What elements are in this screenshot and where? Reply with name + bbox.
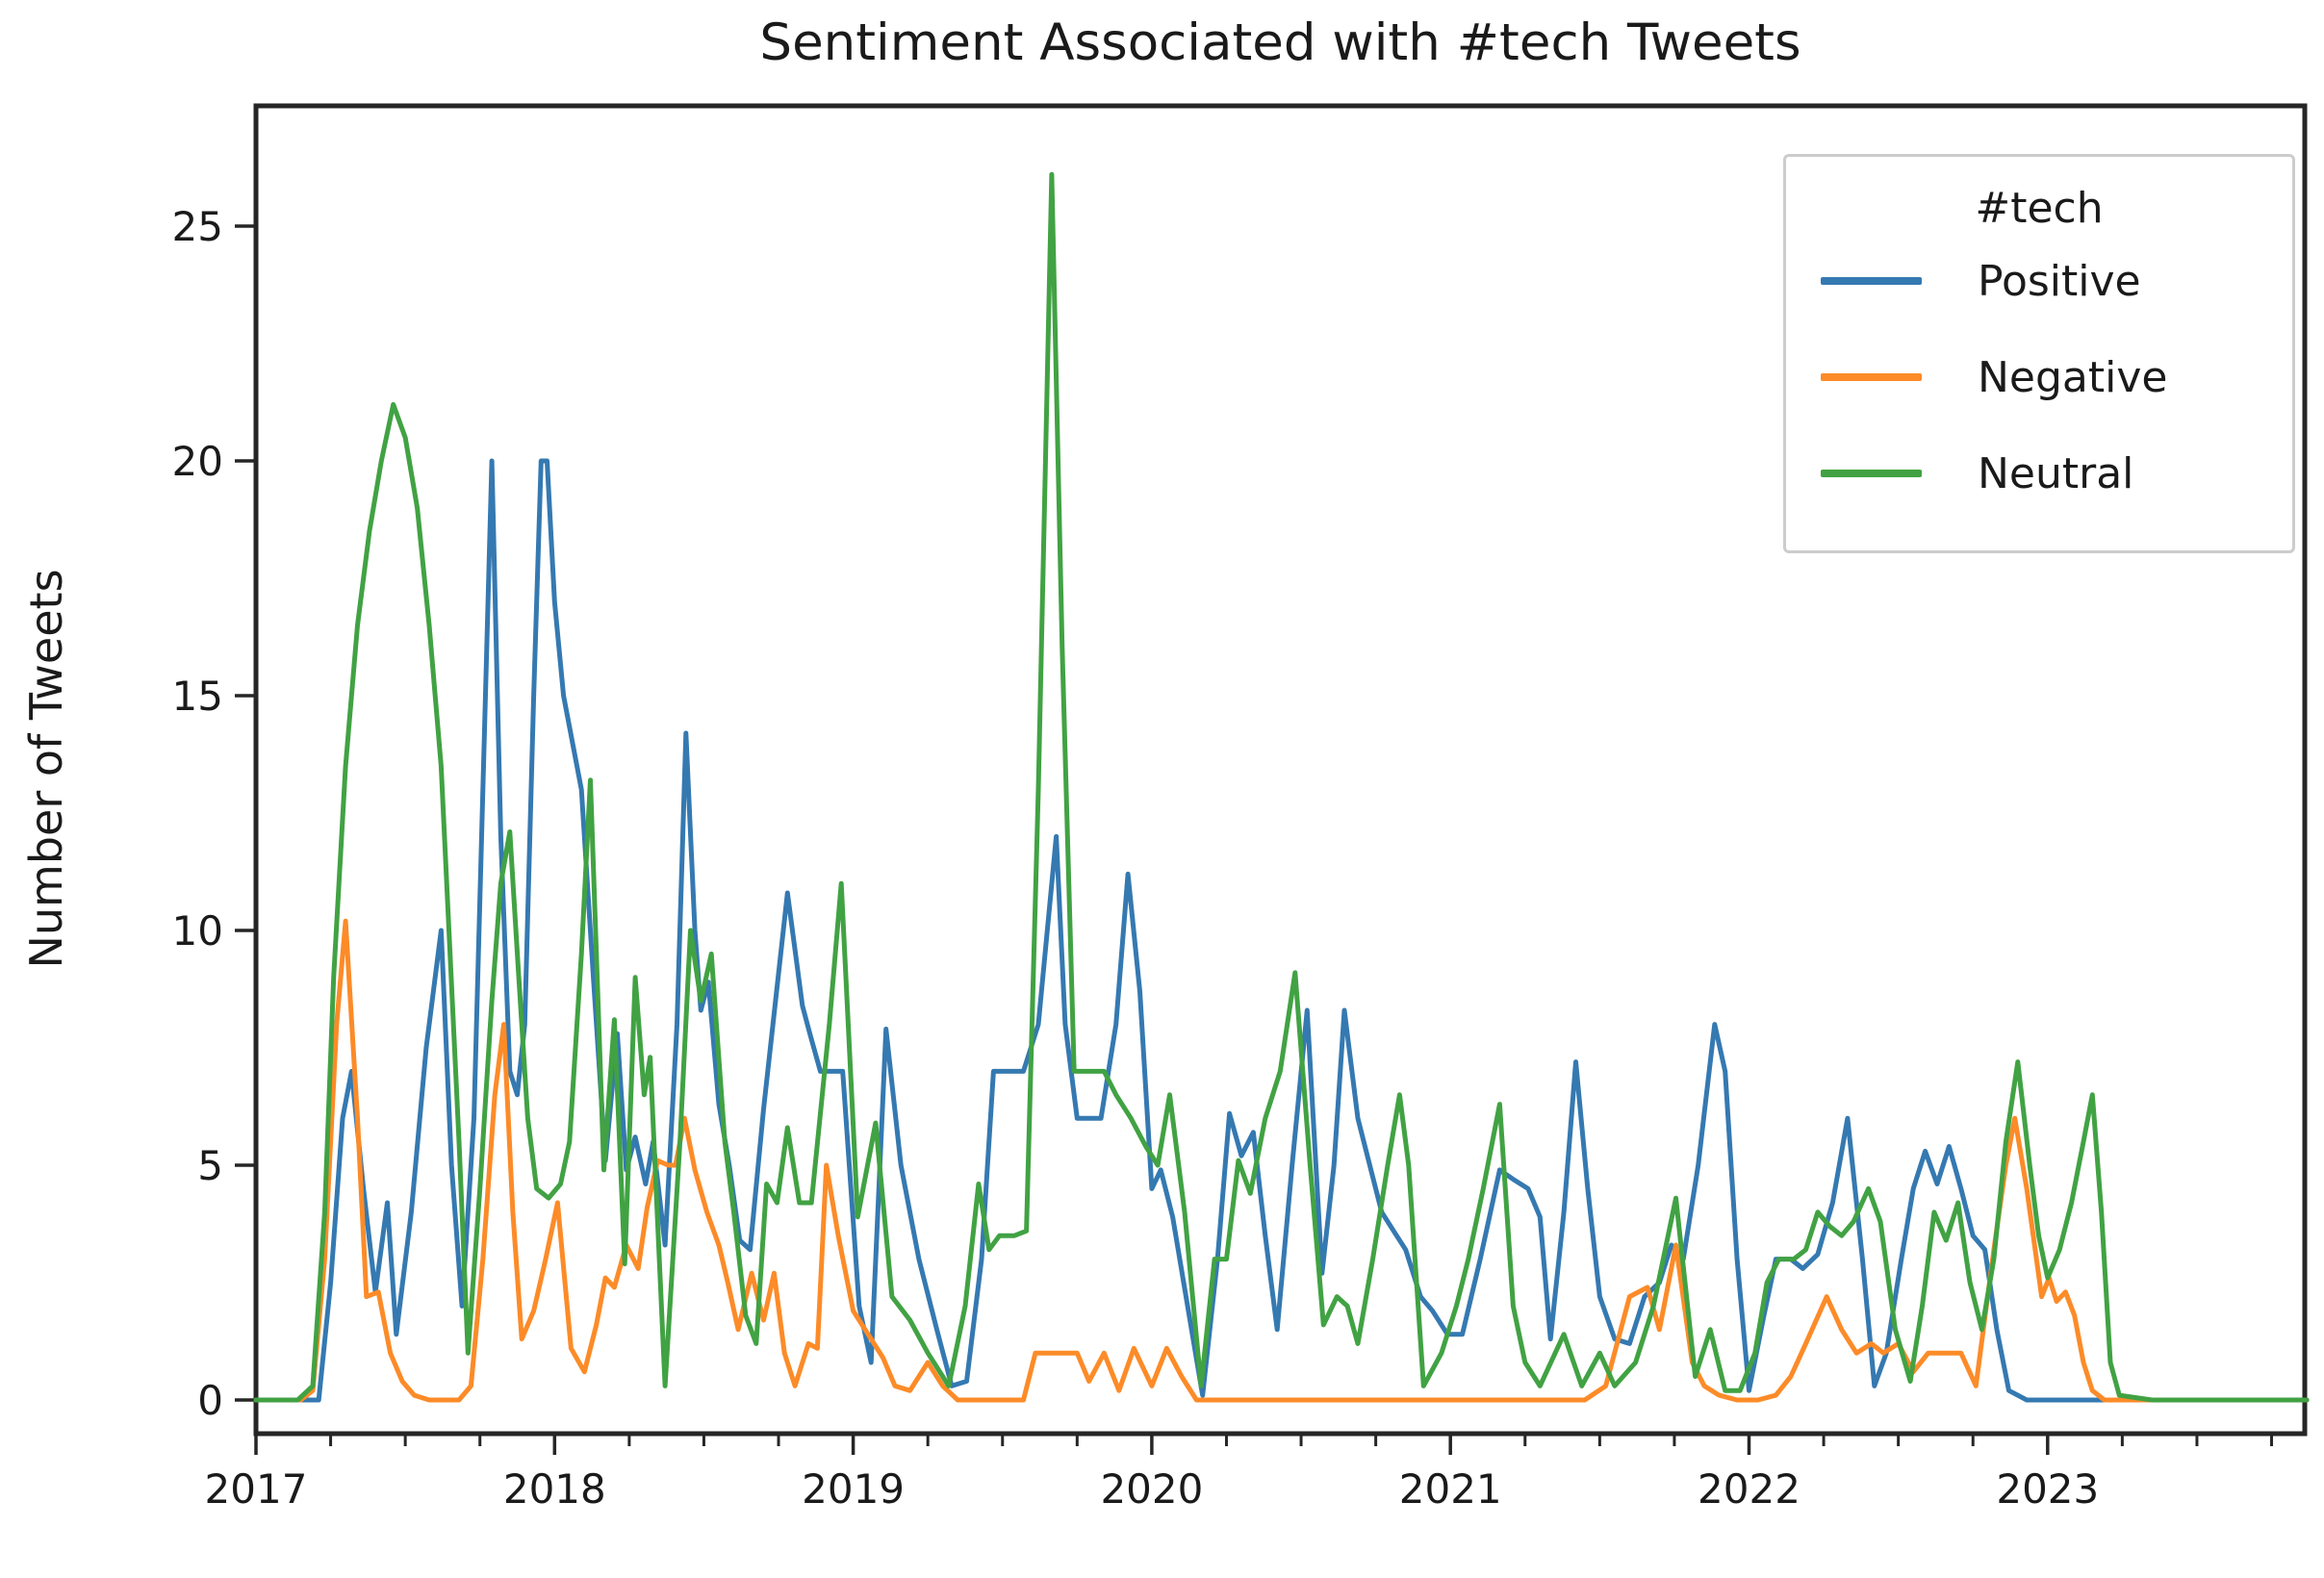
x-tick-label: 2019 — [802, 1465, 905, 1513]
legend-box: #tech Positive Negative Neutral — [1783, 154, 2295, 553]
series-lines — [253, 171, 2310, 1403]
y-tick-label: 15 — [172, 673, 223, 720]
x-tick-label: 2023 — [1996, 1465, 2099, 1513]
legend-entry-label: Positive — [1978, 256, 2141, 306]
legend-entry-neutral: Neutral — [1786, 425, 2292, 522]
y-tick-label: 20 — [172, 438, 223, 485]
legend-title: #tech — [1975, 184, 2104, 233]
x-tick-label: 2021 — [1399, 1465, 1502, 1513]
series-line-negative — [253, 918, 2310, 1403]
legend-entry-label: Negative — [1978, 352, 2168, 402]
x-tick-label: 2018 — [503, 1465, 606, 1513]
x-tick-label: 2020 — [1100, 1465, 1203, 1513]
axis-tick-labels: 2017 2018 2019 2020 2021 2022 2023 0 5 10 15 20 25 — [172, 203, 2100, 1513]
series-line-neutral — [253, 171, 2310, 1403]
legend-swatch-negative — [1821, 373, 1922, 381]
x-tick-label: 2022 — [1698, 1465, 1800, 1513]
legend-entry-label: Neutral — [1978, 448, 2134, 498]
axes-frame — [253, 103, 2308, 1437]
legend-rows: Positive Negative Neutral — [1786, 233, 2292, 522]
y-tick-label: 0 — [197, 1377, 223, 1424]
y-tick-label: 10 — [172, 907, 223, 954]
legend-swatch-neutral — [1821, 470, 1922, 477]
legend-entry-negative: Negative — [1786, 329, 2292, 425]
axis-ticks — [235, 224, 2274, 1455]
y-tick-label: 5 — [197, 1142, 223, 1189]
x-tick-label: 2017 — [205, 1465, 308, 1513]
legend-swatch-positive — [1821, 277, 1922, 285]
y-tick-label: 25 — [172, 203, 223, 250]
legend-entry-positive: Positive — [1786, 233, 2292, 329]
chart-title: Sentiment Associated with #tech Tweets — [759, 13, 1801, 72]
axes-spines — [253, 103, 2308, 1437]
